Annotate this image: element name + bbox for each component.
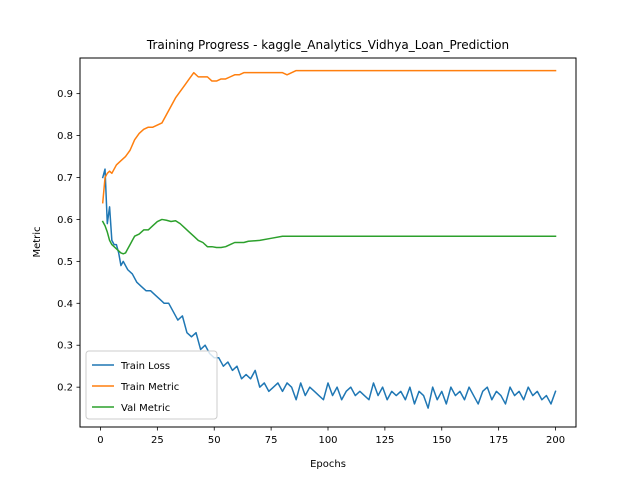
- y-axis-ticks: 0.2 0.3 0.4 0.5 0.6 0.7 0.8 0.9: [57, 89, 80, 394]
- legend: Train Loss Train Metric Val Metric: [85, 350, 218, 420]
- x-tick-label: 150: [432, 435, 451, 446]
- y-tick-label: 0.3: [57, 341, 73, 352]
- y-tick-label: 0.5: [57, 257, 73, 268]
- x-tick-label: 0: [97, 435, 103, 446]
- y-axis-label: Metric: [32, 226, 43, 257]
- x-tick-label: 175: [489, 435, 508, 446]
- legend-label-1: Train Metric: [120, 382, 179, 393]
- x-tick-label: 50: [208, 435, 221, 446]
- legend-label-2: Val Metric: [121, 403, 170, 414]
- y-tick-label: 0.4: [57, 299, 73, 310]
- x-axis-label: Epochs: [310, 459, 346, 470]
- series-line-0: [101, 168, 557, 409]
- series-line-2: [101, 218, 557, 255]
- plot-lines: [101, 69, 557, 409]
- x-tick-label: 75: [265, 435, 278, 446]
- x-tick-label: 200: [546, 435, 565, 446]
- series-line-1: [101, 69, 557, 204]
- y-tick-label: 0.7: [57, 173, 73, 184]
- legend-box: [85, 350, 218, 420]
- y-tick-label: 0.6: [57, 215, 73, 226]
- y-tick-label: 0.8: [57, 131, 73, 142]
- x-axis-ticks: 0 25 50 75 100 125 150 175 200: [97, 427, 565, 446]
- x-tick-label: 100: [318, 435, 337, 446]
- legend-items: Train Loss Train Metric Val Metric: [92, 361, 179, 414]
- y-tick-label: 0.2: [57, 383, 73, 394]
- x-tick-label: 25: [151, 435, 164, 446]
- legend-label-0: Train Loss: [120, 361, 170, 372]
- y-tick-label: 0.9: [57, 89, 73, 100]
- x-tick-label: 125: [375, 435, 394, 446]
- chart-title: Training Progress - kaggle_Analytics_Vid…: [146, 38, 509, 52]
